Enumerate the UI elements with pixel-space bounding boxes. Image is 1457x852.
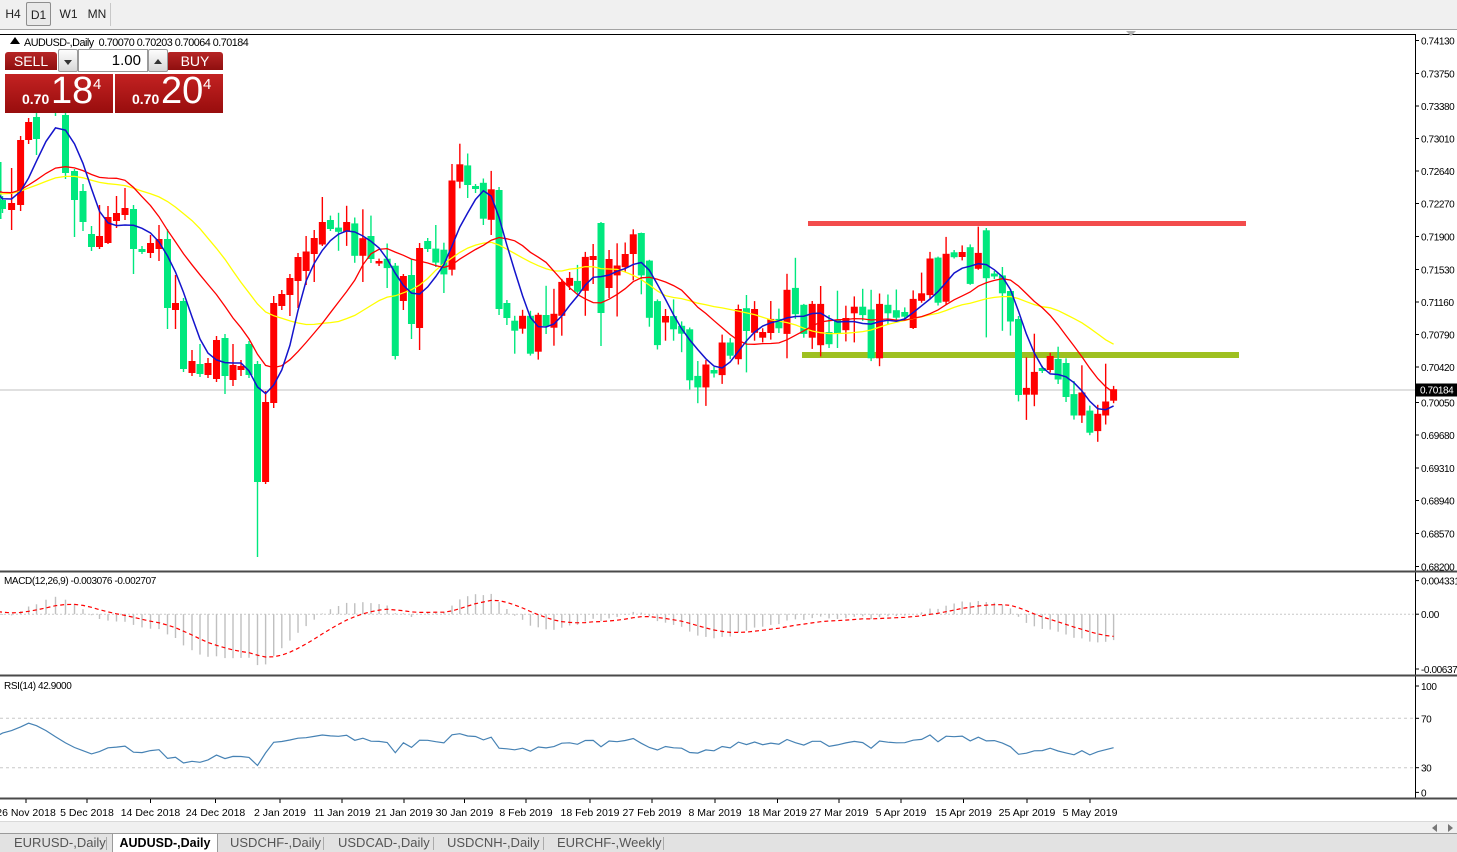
svg-text:0.73010: 0.73010: [1421, 135, 1455, 146]
svg-text:0.70790: 0.70790: [1421, 331, 1455, 342]
svg-text:27 Feb 2019: 27 Feb 2019: [623, 807, 682, 819]
svg-text:0.00: 0.00: [1421, 610, 1440, 621]
svg-text:0.73750: 0.73750: [1421, 70, 1455, 81]
svg-text:RSI(14) 42.9000: RSI(14) 42.9000: [4, 681, 72, 692]
svg-text:0.72270: 0.72270: [1421, 200, 1455, 211]
svg-text:-0.00637: -0.00637: [1421, 665, 1457, 676]
svg-text:0.73380: 0.73380: [1421, 102, 1455, 113]
svg-text:0.68200: 0.68200: [1421, 563, 1455, 574]
svg-text:5 Dec 2018: 5 Dec 2018: [60, 807, 114, 819]
svg-text:100: 100: [1421, 682, 1437, 693]
svg-text:0.70050: 0.70050: [1421, 399, 1455, 410]
svg-text:30: 30: [1421, 764, 1432, 775]
svg-text:MACD(12,26,9) -0.003076 -0.002: MACD(12,26,9) -0.003076 -0.002707: [4, 576, 157, 587]
svg-text:24 Dec 2018: 24 Dec 2018: [186, 807, 246, 819]
svg-text:0.74130: 0.74130: [1421, 37, 1455, 48]
svg-text:0.70420: 0.70420: [1421, 363, 1455, 374]
svg-text:0.70184: 0.70184: [1420, 386, 1454, 397]
svg-text:11 Jan 2019: 11 Jan 2019: [313, 807, 370, 819]
svg-text:26 Nov 2018: 26 Nov 2018: [0, 807, 56, 819]
svg-text:5 May 2019: 5 May 2019: [1063, 807, 1118, 819]
svg-text:2 Jan 2019: 2 Jan 2019: [254, 807, 306, 819]
svg-text:0.69310: 0.69310: [1421, 464, 1455, 475]
svg-text:0.72640: 0.72640: [1421, 167, 1455, 178]
svg-text:8 Mar 2019: 8 Mar 2019: [688, 807, 741, 819]
svg-text:14 Dec 2018: 14 Dec 2018: [121, 807, 181, 819]
svg-text:0.71530: 0.71530: [1421, 266, 1455, 277]
svg-text:0: 0: [1421, 788, 1427, 799]
svg-text:27 Mar 2019: 27 Mar 2019: [810, 807, 869, 819]
svg-text:AUDUSD-,Daily 0.70070 0.70203: AUDUSD-,Daily 0.70070 0.70203 0.70064 0.…: [24, 37, 249, 49]
svg-text:18 Feb 2019: 18 Feb 2019: [561, 807, 620, 819]
svg-text:25 Apr 2019: 25 Apr 2019: [999, 807, 1056, 819]
svg-text:21 Jan 2019: 21 Jan 2019: [375, 807, 433, 819]
svg-text:8 Feb 2019: 8 Feb 2019: [499, 807, 552, 819]
svg-text:70: 70: [1421, 714, 1432, 725]
svg-text:0.71160: 0.71160: [1421, 298, 1454, 309]
svg-text:30 Jan 2019: 30 Jan 2019: [436, 807, 494, 819]
svg-text:0.68940: 0.68940: [1421, 497, 1455, 508]
svg-text:15 Apr 2019: 15 Apr 2019: [935, 807, 992, 819]
svg-text:0.004331: 0.004331: [1421, 577, 1457, 588]
svg-text:5 Apr 2019: 5 Apr 2019: [876, 807, 927, 819]
svg-text:0.68570: 0.68570: [1421, 530, 1455, 541]
svg-text:0.69680: 0.69680: [1421, 431, 1455, 442]
svg-text:0.71900: 0.71900: [1421, 233, 1455, 244]
svg-text:18 Mar 2019: 18 Mar 2019: [748, 807, 807, 819]
